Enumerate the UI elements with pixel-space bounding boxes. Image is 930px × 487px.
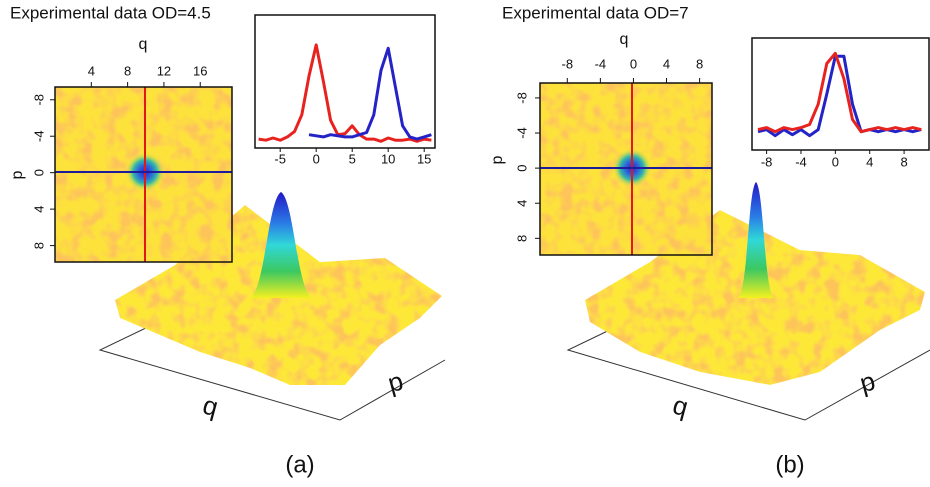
x-tick-label: 8 — [696, 56, 703, 71]
x-tick-label: 0 — [630, 56, 637, 71]
surface-x-label: q — [200, 390, 222, 423]
heatmap-b — [539, 82, 713, 256]
y-tick-label: 8 — [514, 235, 529, 242]
x-tick-label: 12 — [157, 63, 171, 78]
x-tick-label: 16 — [193, 63, 207, 78]
panel-label: (b) — [775, 451, 804, 478]
y-tick-label: -4 — [31, 130, 46, 142]
y-tick-label: -8 — [31, 94, 46, 106]
peak — [250, 192, 312, 298]
panel-title: Experimental data OD=4.5 — [10, 3, 211, 22]
y-tick-label: -8 — [514, 92, 529, 104]
series-line — [757, 54, 922, 138]
x-tick-label: 5 — [349, 151, 356, 166]
heatmap-a — [54, 86, 233, 263]
y-tick-label: -4 — [514, 127, 529, 139]
y-tick-label: 4 — [514, 200, 529, 207]
surface-y-label: p — [385, 366, 407, 399]
x-tick-label: 15 — [417, 151, 431, 166]
heatmap-x-label: q — [620, 31, 629, 48]
x-tick-label: -8 — [761, 154, 773, 169]
x-tick-label: -5 — [274, 151, 286, 166]
base-plane — [98, 325, 446, 421]
x-tick-label: 8 — [900, 154, 907, 169]
surface-x-label: q — [670, 390, 692, 423]
heatmap-y-label: p — [489, 155, 506, 164]
x-tick-label: 4 — [88, 63, 95, 78]
y-tick-label: 8 — [31, 242, 46, 249]
y-tick-label: 0 — [514, 165, 529, 172]
x-tick-label: 0 — [313, 151, 320, 166]
heatmap-x-label: q — [139, 36, 148, 53]
base-plane — [566, 325, 930, 421]
x-tick-label: 4 — [663, 56, 670, 71]
x-tick-label: 8 — [124, 63, 131, 78]
series-line — [258, 43, 432, 143]
x-tick-label: -8 — [562, 56, 574, 71]
series-line — [757, 51, 922, 134]
inset-frame — [254, 14, 436, 149]
x-tick-label: 0 — [832, 154, 839, 169]
x-tick-label: -4 — [595, 56, 607, 71]
x-tick-label: 4 — [866, 154, 873, 169]
heatmap-frame — [54, 86, 233, 263]
x-tick-label: 10 — [381, 151, 395, 166]
x-tick-label: -4 — [795, 154, 807, 169]
panel-label: (a) — [285, 451, 314, 478]
y-tick-label: 4 — [31, 206, 46, 213]
y-tick-label: 0 — [31, 169, 46, 176]
panel-title: Experimental data OD=7 — [502, 3, 689, 22]
heatmap-y-label: p — [9, 170, 26, 179]
series-line — [308, 46, 432, 141]
heatmap-frame — [539, 82, 713, 256]
peak — [738, 182, 774, 298]
surface-y-label: p — [857, 366, 879, 399]
